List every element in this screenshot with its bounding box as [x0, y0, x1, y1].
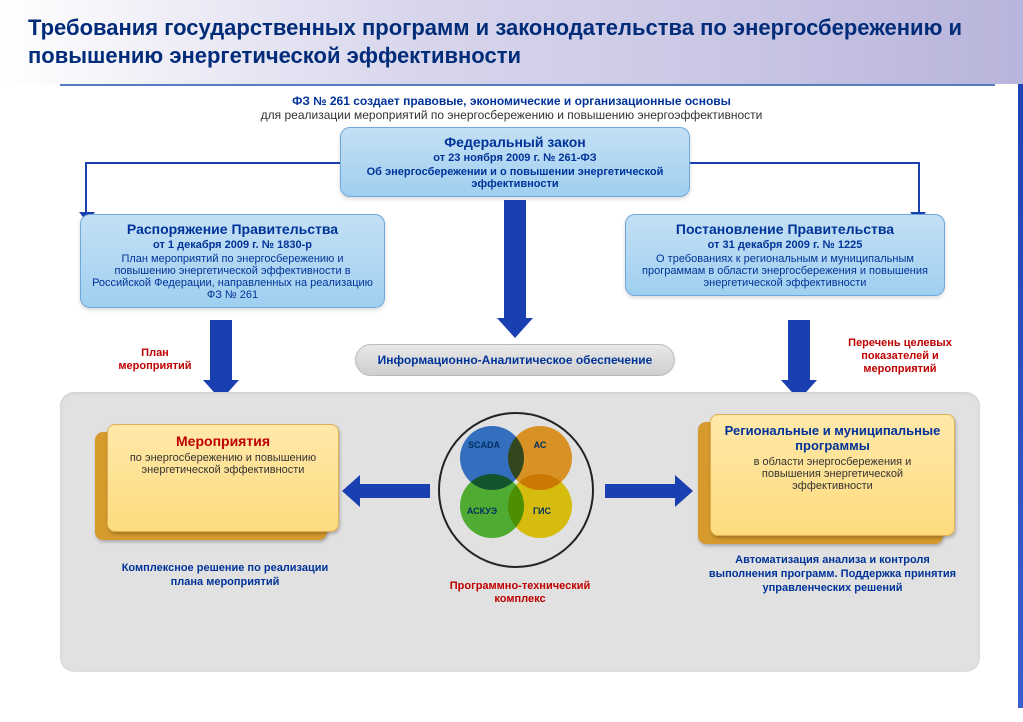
card-activities: Мероприятия по энергосбережению и повыше…: [95, 424, 340, 544]
order-date: от 1 декабря 2009 г. № 1830-р: [91, 239, 374, 251]
decree-date: от 31 декабря 2009 г. № 1225: [636, 239, 934, 251]
header-band: Требования государственных программ и за…: [0, 0, 1023, 84]
label-targets: Перечень целевых показателей и мероприят…: [830, 337, 970, 377]
label-plan: План мероприятий: [110, 347, 200, 373]
card-programs-title: Региональные и муниципальные программы: [723, 423, 942, 453]
venn-caption: Программно-технический комплекс: [430, 580, 610, 606]
connector-right: [690, 162, 920, 212]
pill-analytical: Информационно-Аналитическое обеспечение: [355, 344, 675, 376]
box-federal-law: Федеральный закон от 23 ноября 2009 г. №…: [340, 127, 690, 197]
venn-label-ac: АС: [520, 440, 560, 450]
decree-title: Постановление Правительства: [636, 221, 934, 237]
order-body: План мероприятий по энергосбережению и п…: [91, 253, 374, 301]
venn-label-askue: АСКУЭ: [462, 506, 502, 516]
box-government-order: Распоряжение Правительства от 1 декабря …: [80, 214, 385, 308]
venn-label-scada: SCADA: [464, 440, 504, 450]
federal-title: Федеральный закон: [351, 134, 679, 150]
page-title: Требования государственных программ и за…: [28, 14, 995, 69]
federal-date: от 23 ноября 2009 г. № 261-ФЗ: [351, 152, 679, 164]
connector-left: [85, 162, 340, 212]
card-activities-body: по энергосбережению и повышению энергети…: [120, 452, 326, 476]
card-activities-title: Мероприятия: [120, 433, 326, 449]
header-underline: [60, 84, 995, 86]
order-title: Распоряжение Правительства: [91, 221, 374, 237]
intro-bold: ФЗ № 261 создает правовые, экономические…: [292, 94, 731, 108]
venn-diagram: SCADA АС АСКУЭ ГИС: [438, 412, 598, 572]
diagram-canvas: Федеральный закон от 23 ноября 2009 г. №…: [0, 122, 1023, 722]
intro-text: ФЗ № 261 создает правовые, экономические…: [0, 94, 1023, 122]
caption-right: Автоматизация анализа и контроля выполне…: [705, 554, 960, 595]
federal-body: Об энергосбережении и о повышении энерге…: [351, 166, 679, 190]
decree-body: О требованиях к региональным и муниципал…: [636, 253, 934, 289]
venn-label-gis: ГИС: [522, 506, 562, 516]
card-programs-body: в области энергосбережения и повышения э…: [723, 456, 942, 492]
card-programs: Региональные и муниципальные программы в…: [698, 414, 956, 549]
intro-sub: для реализации мероприятий по энергосбер…: [261, 108, 763, 122]
box-government-decree: Постановление Правительства от 31 декабр…: [625, 214, 945, 296]
caption-left: Комплексное решение по реализации плана …: [110, 562, 340, 590]
